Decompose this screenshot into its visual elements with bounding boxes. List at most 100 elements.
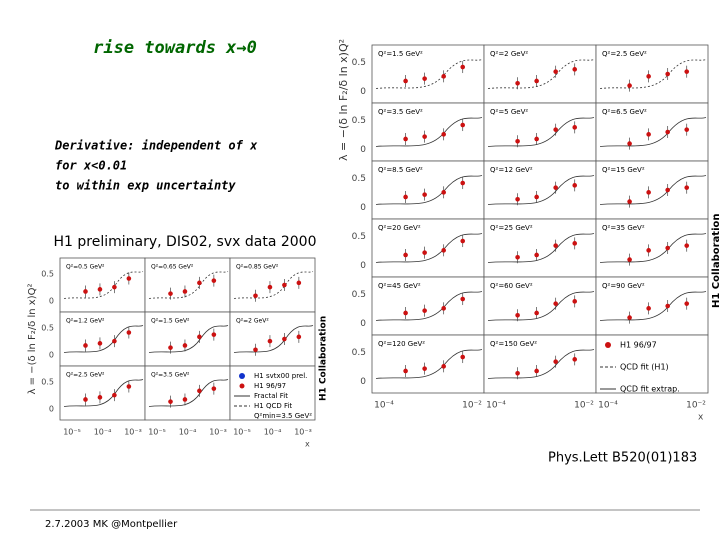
data-point — [460, 64, 466, 70]
fit-curve — [375, 117, 483, 147]
fit-curve — [487, 175, 595, 205]
data-point — [267, 284, 273, 290]
y-tick-label: 0.5 — [41, 270, 54, 279]
x-axis-label: x — [305, 440, 310, 449]
data-point — [460, 354, 466, 360]
panel-label: Q²=60 GeV² — [490, 282, 533, 290]
panel-label: Q²=45 GeV² — [378, 282, 421, 290]
x-tick-label: 10⁻² — [574, 401, 594, 411]
fit-curve — [375, 291, 483, 321]
data-point — [253, 347, 258, 353]
data-point — [460, 122, 466, 128]
data-point — [211, 386, 217, 391]
data-point — [441, 190, 446, 195]
data-point — [553, 243, 558, 248]
data-point — [684, 243, 690, 248]
data-point — [684, 127, 690, 132]
data-point — [553, 69, 558, 74]
data-point — [97, 395, 103, 400]
y-tick-label: 0.5 — [352, 232, 366, 242]
data-point — [168, 399, 173, 404]
note: to within exp uncertainty — [55, 179, 236, 193]
panel-label: Q²=5 GeV² — [490, 108, 528, 116]
panel — [229, 257, 316, 313]
panel — [483, 218, 597, 278]
data-point — [97, 287, 103, 292]
panel-label: Q²=35 GeV² — [602, 224, 645, 232]
data-point — [441, 74, 446, 79]
legend-label: QCD fit (H1) — [620, 363, 669, 372]
data-point — [646, 74, 651, 79]
slide-title: rise towards x→0 — [93, 38, 257, 58]
y-tick-label: 0.5 — [352, 174, 366, 184]
legend-label: H1 96/97 — [620, 341, 657, 350]
panel-label: Q²=0.5 GeV² — [66, 264, 105, 271]
panel — [483, 160, 597, 220]
data-point — [168, 345, 173, 350]
data-point — [197, 334, 202, 340]
x-tick-label: 10⁻⁴ — [374, 401, 394, 411]
x-tick-label: 10⁻⁴ — [598, 401, 618, 411]
data-point — [515, 196, 520, 202]
data-point — [460, 238, 466, 244]
data-point — [296, 334, 302, 340]
data-point — [665, 303, 670, 309]
data-point — [460, 180, 466, 186]
data-point — [441, 132, 446, 137]
plot-caption: H1 preliminary, DIS02, svx data 2000 — [54, 234, 317, 250]
fit-curve — [63, 379, 144, 407]
x-tick-label: 10⁻² — [686, 401, 706, 411]
panel-label: Q²=25 GeV² — [490, 224, 533, 232]
data-point — [515, 254, 520, 260]
data-point — [627, 315, 632, 320]
data-point — [126, 384, 132, 389]
data-point — [441, 248, 446, 253]
panel-label: Q²=2.5 GeV² — [602, 50, 647, 58]
panel-label: Q²=0.65 GeV² — [151, 264, 194, 271]
data-point — [627, 199, 632, 204]
panel-label: Q²=20 GeV² — [378, 224, 421, 232]
x-tick-label: 10⁻² — [462, 401, 482, 411]
legend-marker — [239, 373, 245, 379]
y-tick-label: 0 — [360, 261, 366, 271]
y-tick-label: 0 — [49, 351, 54, 360]
data-point — [534, 310, 539, 316]
data-point — [182, 397, 188, 402]
data-point — [572, 183, 578, 188]
data-point — [403, 136, 408, 142]
panel — [59, 365, 146, 421]
data-point — [646, 190, 651, 195]
panel-label: Q²=15 GeV² — [602, 166, 645, 174]
data-point — [267, 338, 273, 344]
x-tick-label: 10⁻⁴ — [179, 428, 197, 437]
fit-curve — [375, 175, 483, 205]
legend-label: Fractal Fit — [254, 392, 288, 400]
data-point — [403, 368, 408, 374]
data-point — [83, 397, 88, 402]
panel-label: Q²=1.5 GeV² — [378, 50, 423, 58]
fit-curve — [148, 379, 229, 407]
y-axis-label: λ = −(δ ln F₂/δ ln x)Q² — [27, 284, 38, 395]
data-point — [572, 125, 578, 130]
data-point — [282, 282, 287, 288]
legend-label: H1 96/97 — [254, 382, 286, 390]
data-point — [665, 187, 670, 193]
fit-curve — [487, 349, 595, 379]
note: Derivative: independent of x — [54, 139, 258, 153]
y-tick-label: 0.5 — [41, 324, 54, 333]
data-point — [553, 359, 558, 364]
legend-marker — [605, 342, 611, 348]
data-point — [534, 252, 539, 258]
y-tick-label: 0.5 — [352, 58, 366, 68]
data-point — [403, 310, 408, 316]
data-point — [112, 338, 117, 344]
data-point — [422, 366, 427, 371]
panel — [59, 257, 146, 313]
data-point — [553, 301, 558, 306]
data-point — [572, 299, 578, 304]
panel — [595, 334, 709, 394]
y-tick-label: 0.5 — [352, 290, 366, 300]
data-point — [282, 336, 287, 342]
